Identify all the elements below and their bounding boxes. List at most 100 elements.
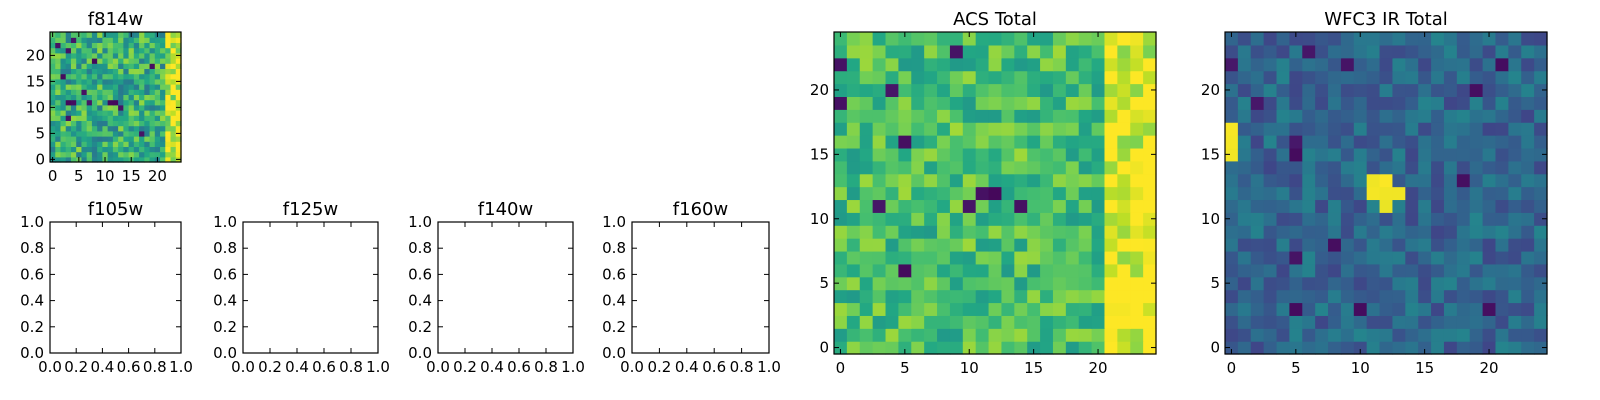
- heatmap-cell: [165, 32, 172, 38]
- heatmap-cell: [175, 68, 182, 75]
- heatmap-cell: [1302, 212, 1316, 226]
- y-tick-label: 0: [819, 339, 829, 357]
- heatmap-cell: [1130, 83, 1144, 97]
- heatmap-cell: [149, 125, 156, 132]
- heatmap-cell: [911, 276, 925, 291]
- heatmap-cell: [1302, 250, 1316, 265]
- heatmap-cell: [924, 122, 938, 136]
- heatmap-cell: [975, 289, 990, 304]
- heatmap-cell: [1014, 96, 1028, 110]
- heatmap-cell: [1302, 32, 1316, 46]
- heatmap-cell: [133, 47, 140, 54]
- y-tick-label: 0.0: [213, 344, 237, 362]
- heatmap-cell: [60, 78, 67, 85]
- heatmap-cell: [149, 89, 156, 95]
- heatmap-cell: [133, 78, 140, 85]
- heatmap-cell: [1495, 341, 1509, 355]
- heatmap-cell: [1443, 44, 1458, 59]
- heatmap-cell: [834, 122, 848, 136]
- f125w-frame: [242, 221, 379, 354]
- heatmap-cell: [1340, 44, 1355, 59]
- heatmap-cell: [1130, 315, 1144, 329]
- heatmap-cell: [911, 238, 925, 252]
- heatmap-cell: [885, 276, 899, 291]
- heatmap-cell: [937, 32, 951, 46]
- heatmap-cell: [76, 42, 83, 49]
- heatmap-cell: [1027, 96, 1041, 110]
- heatmap-cell: [911, 70, 925, 85]
- heatmap-cell: [149, 52, 156, 59]
- heatmap-cell: [1495, 135, 1509, 149]
- heatmap-cell: [1353, 315, 1368, 329]
- heatmap-cell: [949, 57, 964, 72]
- heatmap-cell: [1078, 135, 1093, 149]
- y-tick-label: 0.0: [20, 344, 44, 362]
- heatmap-cell: [1091, 302, 1106, 316]
- heatmap-cell: [1534, 186, 1548, 201]
- heatmap-cell: [1104, 225, 1118, 239]
- heatmap-cell: [859, 32, 874, 46]
- heatmap-cell: [846, 199, 861, 213]
- heatmap-cell: [1302, 57, 1316, 72]
- heatmap-cell: [65, 63, 72, 69]
- heatmap-cell: [1405, 263, 1419, 278]
- heatmap-cell: [123, 32, 130, 38]
- heatmap-cell: [1263, 109, 1278, 123]
- heatmap-cell: [86, 120, 93, 127]
- heatmap-cell: [165, 110, 172, 116]
- heatmap-cell: [898, 199, 912, 213]
- heatmap-cell: [165, 84, 172, 90]
- heatmap-cell: [1469, 199, 1484, 213]
- heatmap-cell: [1130, 122, 1144, 136]
- heatmap-cell: [118, 125, 124, 132]
- heatmap-cell: [1250, 276, 1265, 291]
- panel-title: f160w: [673, 199, 728, 220]
- heatmap-cell: [102, 151, 109, 158]
- x-tick-label: 0.0: [620, 358, 644, 376]
- heatmap-cell: [144, 110, 151, 116]
- heatmap-cell: [949, 96, 964, 110]
- heatmap-cell: [1443, 212, 1458, 226]
- heatmap-cell: [1521, 263, 1535, 278]
- heatmap-cell: [1250, 57, 1265, 72]
- heatmap-cell: [846, 135, 861, 149]
- heatmap-cell: [1366, 135, 1381, 149]
- heatmap-cell: [1104, 199, 1118, 213]
- heatmap-cell: [1469, 212, 1484, 226]
- heatmap-cell: [55, 104, 62, 111]
- heatmap-cell: [1405, 302, 1419, 316]
- heatmap-cell: [91, 94, 98, 101]
- heatmap-cell: [1289, 57, 1303, 72]
- heatmap-cell: [102, 73, 109, 80]
- heatmap-cell: [1091, 70, 1106, 85]
- heatmap-cell: [144, 146, 151, 153]
- heatmap-cell: [91, 52, 98, 59]
- heatmap-cell: [1340, 328, 1355, 342]
- heatmap-cell: [1443, 328, 1458, 342]
- heatmap-cell: [1104, 135, 1118, 149]
- heatmap-cell: [128, 125, 135, 132]
- heatmap-cell: [123, 120, 130, 127]
- heatmap-cell: [1482, 225, 1497, 239]
- heatmap-cell: [1418, 44, 1432, 59]
- heatmap-cell: [1392, 70, 1406, 85]
- heatmap-cell: [834, 173, 848, 188]
- heatmap-cell: [118, 156, 124, 163]
- heatmap-cell: [1495, 276, 1509, 291]
- heatmap-cell: [1456, 173, 1471, 188]
- heatmap-cell: [975, 276, 990, 291]
- heatmap-cell: [1521, 315, 1535, 329]
- heatmap-cell: [76, 146, 83, 153]
- heatmap-cell: [97, 104, 103, 111]
- x-tick-label: 5: [74, 167, 84, 185]
- heatmap-cell: [123, 84, 130, 90]
- heatmap-cell: [118, 115, 124, 121]
- heatmap-cell: [885, 250, 899, 265]
- x-tick-label: 0.4: [285, 358, 309, 376]
- heatmap-cell: [1250, 70, 1265, 85]
- heatmap-cell: [949, 109, 964, 123]
- heatmap-cell: [846, 109, 861, 123]
- heatmap-cell: [154, 84, 161, 90]
- heatmap-cell: [846, 341, 861, 355]
